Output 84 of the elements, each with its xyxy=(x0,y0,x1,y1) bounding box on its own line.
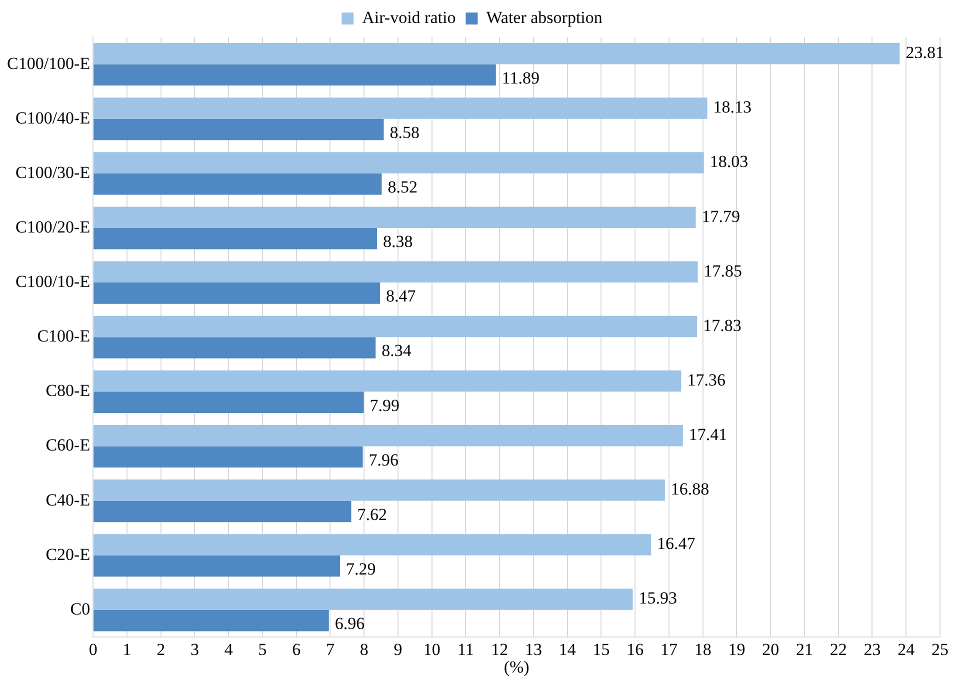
x-tick-label: 11 xyxy=(458,640,474,659)
data-label: 17.41 xyxy=(688,425,728,444)
data-label: 7.29 xyxy=(346,559,376,578)
bar xyxy=(94,610,329,632)
bar xyxy=(94,64,496,86)
y-tick-label: C100/20-E xyxy=(16,217,90,236)
bar xyxy=(94,555,340,577)
y-tick-label: C0 xyxy=(70,599,90,618)
x-tick-label: 15 xyxy=(592,640,610,659)
data-label: 8.38 xyxy=(382,232,413,252)
x-tick-label: 19 xyxy=(728,640,746,659)
data-label: 8.34 xyxy=(382,341,412,360)
x-tick-label: 16 xyxy=(626,640,644,659)
bar xyxy=(94,261,698,283)
bar xyxy=(94,392,364,413)
data-label: 8.58 xyxy=(390,122,420,142)
y-tick-label: C100/30-E xyxy=(16,162,90,182)
x-tick-label: 18 xyxy=(694,640,712,659)
data-label: 7.62 xyxy=(357,504,387,524)
x-tick-label: 9 xyxy=(394,640,402,659)
x-tick-label: 20 xyxy=(762,640,780,659)
y-tick-label: C100/10-E xyxy=(16,272,90,292)
bar xyxy=(94,500,352,522)
x-tick-label: 4 xyxy=(224,640,234,659)
bar xyxy=(94,43,900,64)
x-tick-label: 14 xyxy=(558,640,576,659)
data-label: 17.83 xyxy=(703,316,742,335)
data-label: 7.99 xyxy=(370,396,400,415)
data-label: 8.47 xyxy=(386,286,416,306)
bar xyxy=(94,446,363,468)
x-tick-label: 0 xyxy=(88,640,98,659)
x-tick-label: 23 xyxy=(864,640,881,659)
x-tick-label: 25 xyxy=(932,640,948,659)
x-tick-label: 13 xyxy=(524,640,542,659)
data-label: 16.47 xyxy=(657,534,696,554)
data-label: 11.89 xyxy=(502,68,540,88)
x-tick-label: 24 xyxy=(898,640,916,659)
bar xyxy=(94,316,698,338)
y-tick-label: C60-E xyxy=(46,436,90,455)
data-label: 16.88 xyxy=(670,480,710,499)
bar xyxy=(94,173,382,195)
data-label: 18.13 xyxy=(713,98,752,117)
data-label: 18.03 xyxy=(710,152,748,172)
data-label: 17.36 xyxy=(687,370,726,390)
data-label: 23.81 xyxy=(906,43,944,62)
bar xyxy=(94,206,696,228)
bar xyxy=(94,534,652,556)
bar xyxy=(94,337,376,358)
data-label: 17.85 xyxy=(704,261,742,280)
x-tick-label: 8 xyxy=(360,640,368,659)
y-tick-label: C20-E xyxy=(46,544,90,564)
x-tick-label: 22 xyxy=(830,640,847,659)
data-label: 6.96 xyxy=(334,614,365,634)
bar xyxy=(94,228,377,250)
x-tick-label: 21 xyxy=(796,640,813,659)
x-tick-label: 3 xyxy=(190,640,199,659)
bar xyxy=(94,98,708,119)
bar xyxy=(94,282,380,304)
x-tick-label: 10 xyxy=(423,640,440,659)
x-tick-label: 5 xyxy=(258,640,267,659)
y-tick-label: C40-E xyxy=(46,490,90,510)
legend-label: Water absorption xyxy=(486,8,603,27)
bar xyxy=(94,588,633,610)
y-tick-label: C100-E xyxy=(37,326,90,346)
x-axis-title: (%) xyxy=(504,657,530,676)
data-label: 7.96 xyxy=(368,450,399,470)
x-tick-label: 12 xyxy=(491,640,508,659)
y-tick-label: C100/100-E xyxy=(7,54,90,73)
legend-label: Air-void ratio xyxy=(362,8,456,27)
x-tick-label: 1 xyxy=(122,640,132,659)
bar xyxy=(94,118,384,140)
data-label: 8.52 xyxy=(388,178,418,197)
data-label: 15.93 xyxy=(638,588,677,608)
x-tick-label: 7 xyxy=(326,640,335,659)
bar xyxy=(94,370,682,392)
y-tick-label: C80-E xyxy=(46,381,90,400)
x-tick-label: 6 xyxy=(292,640,301,659)
data-label: 17.79 xyxy=(702,206,740,226)
x-tick-label: 2 xyxy=(156,640,166,659)
x-tick-label: 17 xyxy=(660,640,678,659)
bar xyxy=(94,152,704,174)
bar xyxy=(94,424,683,446)
bar xyxy=(94,480,665,501)
y-tick-label: C100/40-E xyxy=(16,108,90,128)
